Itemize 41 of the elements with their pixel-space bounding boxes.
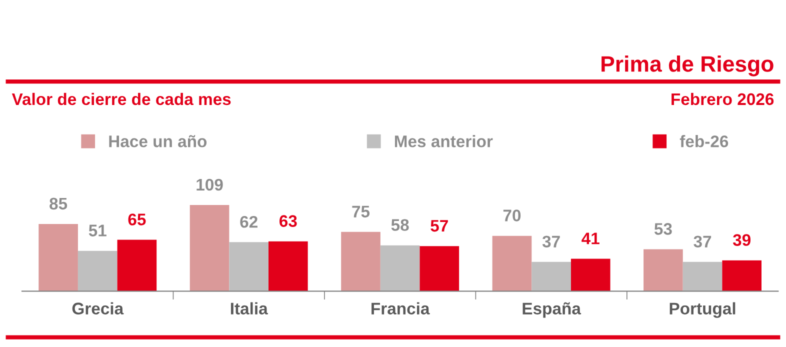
bar xyxy=(190,205,230,292)
x-tick-label: España xyxy=(522,302,582,318)
chart-subtitle: Valor de cierre de cada mes xyxy=(12,92,231,106)
data-label: 37 xyxy=(542,236,560,248)
x-tick-label: Francia xyxy=(372,302,430,314)
bar xyxy=(268,241,308,292)
text: Febrero 2026 xyxy=(672,92,774,106)
bar xyxy=(644,249,683,292)
data-label: 51 xyxy=(88,224,106,236)
data-label: 41 xyxy=(582,232,600,244)
x-tick-label: Italia xyxy=(230,302,268,314)
legend-label: Mes anterior xyxy=(394,135,493,148)
data-label: 109 xyxy=(196,178,223,191)
bar xyxy=(532,262,571,292)
chart-title: Prima de Riesgo xyxy=(602,56,774,76)
bar xyxy=(380,245,420,292)
bar xyxy=(492,236,532,292)
data-label: 53 xyxy=(654,223,672,235)
bar xyxy=(38,224,78,292)
data-label: 37 xyxy=(694,236,712,248)
data-label: 70 xyxy=(503,210,521,222)
bar xyxy=(117,240,157,292)
bar xyxy=(341,232,380,292)
bar xyxy=(420,246,460,292)
data-label: 62 xyxy=(240,216,258,228)
data-label: 57 xyxy=(430,220,448,232)
data-label: 39 xyxy=(732,234,750,246)
x-tick-label: Portugal xyxy=(670,302,736,318)
bar xyxy=(682,262,722,292)
legend-label: feb-26 xyxy=(680,135,728,148)
data-label: 58 xyxy=(391,219,409,231)
data-label: 75 xyxy=(352,206,370,218)
data-label: 65 xyxy=(128,214,146,226)
legend-label: Hace un año xyxy=(109,135,207,148)
bar xyxy=(229,242,269,292)
bar xyxy=(78,250,118,292)
x-tick-label: Grecia xyxy=(72,302,124,314)
data-label: 63 xyxy=(280,215,297,227)
bar xyxy=(570,258,610,292)
bar xyxy=(722,260,762,292)
data-label: 85 xyxy=(50,198,68,210)
